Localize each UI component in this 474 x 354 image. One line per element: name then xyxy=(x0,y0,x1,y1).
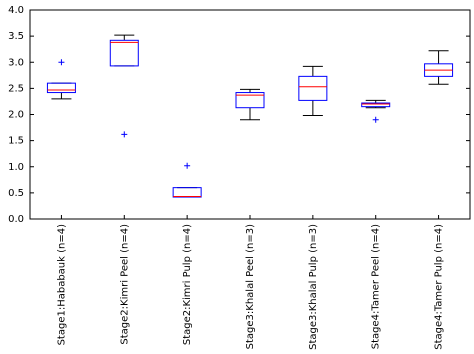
outlier xyxy=(121,131,128,138)
outlier xyxy=(184,162,191,169)
y-tick-label: 0.0 xyxy=(8,214,24,225)
y-tick-label: 1.0 xyxy=(8,162,24,173)
x-tick-label: Stage3:Khalal Peel (n=3) xyxy=(245,224,256,349)
y-tick-label: 2.0 xyxy=(8,110,24,121)
y-tick-label: 4.0 xyxy=(8,5,24,16)
box xyxy=(361,102,391,108)
outlier xyxy=(372,116,379,123)
x-tick-label: Stage2:Kimri Peel (n=4) xyxy=(119,224,130,345)
y-tick-label: 2.5 xyxy=(8,83,24,94)
y-tick-label: 0.5 xyxy=(8,188,24,199)
x-tick-label: Stage4:Tamer Peel (n=4) xyxy=(371,224,382,349)
y-tick-label: 3.0 xyxy=(8,57,24,68)
box xyxy=(172,187,202,198)
x-tick-label: Stage4:Tamer Pulp (n=4) xyxy=(434,224,445,350)
box xyxy=(235,92,265,109)
x-tick-label: Stage3:Khalal Pulp (n=3) xyxy=(308,224,319,350)
box xyxy=(46,82,76,94)
outlier xyxy=(58,59,65,66)
y-tick-label: 1.5 xyxy=(8,136,24,147)
y-tick-label: 3.5 xyxy=(8,31,24,42)
x-tick-label: Stage2:Kimri Pulp (n=4) xyxy=(182,224,193,345)
x-tick-label: Stage1:Hababauk (n=4) xyxy=(56,224,67,346)
box xyxy=(298,75,328,101)
box xyxy=(109,39,139,67)
